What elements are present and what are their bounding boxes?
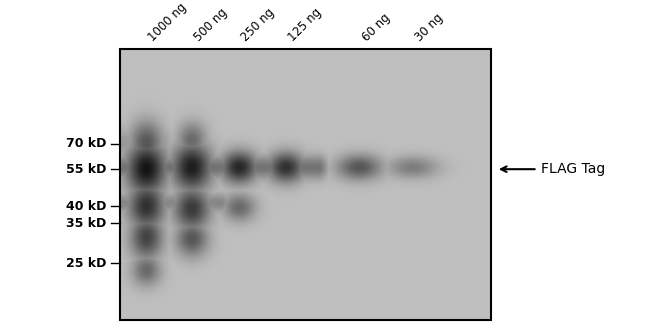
Text: 60 ng: 60 ng <box>359 11 393 44</box>
Text: 25 kD: 25 kD <box>66 257 106 270</box>
Text: 250 ng: 250 ng <box>239 6 278 44</box>
Text: 55 kD: 55 kD <box>66 163 106 176</box>
Text: 1000 ng: 1000 ng <box>146 0 190 44</box>
Text: 500 ng: 500 ng <box>192 6 230 44</box>
Text: 30 ng: 30 ng <box>413 11 446 44</box>
Text: FLAG Tag: FLAG Tag <box>541 162 606 176</box>
Text: 40 kD: 40 kD <box>66 200 106 213</box>
Text: 35 kD: 35 kD <box>66 217 106 230</box>
Bar <box>120 50 491 320</box>
Text: 125 ng: 125 ng <box>286 6 324 44</box>
Text: 70 kD: 70 kD <box>66 137 106 150</box>
